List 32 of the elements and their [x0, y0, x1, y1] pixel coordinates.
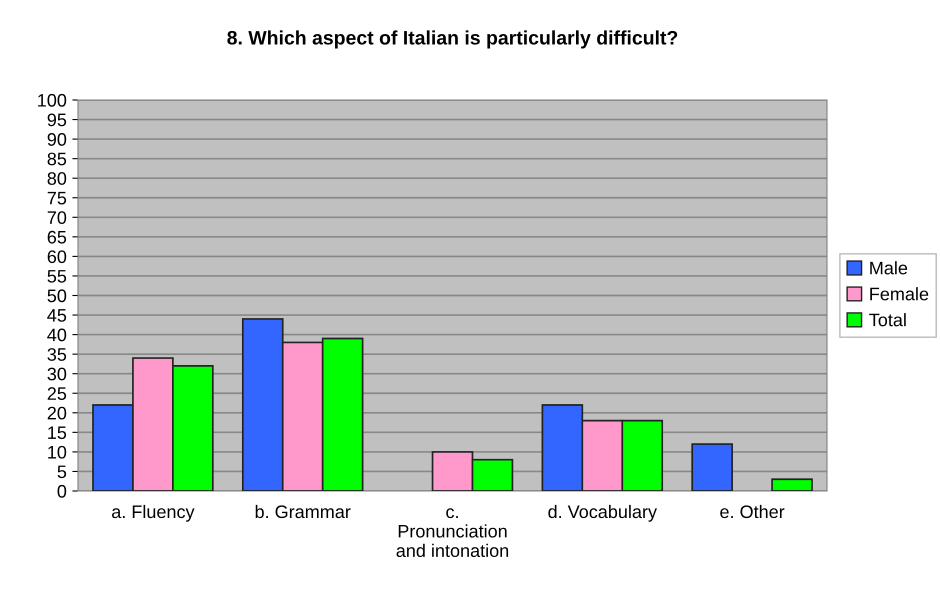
y-tick-label: 85 — [48, 152, 66, 166]
y-tick-label: 70 — [48, 211, 66, 224]
x-tick-label: b. Grammar — [256, 504, 351, 518]
y-tick-label: 75 — [48, 192, 66, 204]
y-tick-label: 80 — [48, 172, 66, 185]
y-tick-label: 20 — [48, 406, 66, 420]
legend-label: Female — [870, 287, 928, 300]
y-tick-label: 95 — [48, 113, 66, 126]
y-tick-label: 100 — [38, 94, 66, 107]
x-tick-label: a. Fluency — [112, 504, 195, 522]
y-tick-label: 40 — [47, 328, 66, 342]
x-tick-label: d. Vocabulary — [548, 504, 657, 522]
y-tick-label: 60 — [48, 250, 66, 264]
y-tick-label: 50 — [48, 289, 66, 302]
y-tick-label: 0 — [58, 484, 66, 498]
chart-title: 8. Which aspect of Italian is particularly difficult? — [227, 30, 678, 48]
legend-label: Total — [869, 313, 906, 326]
y-tick-label: 30 — [47, 368, 66, 380]
y-tick-label: 55 — [48, 270, 66, 283]
bar — [691, 443, 733, 491]
y-tick-label: 25 — [48, 387, 66, 400]
x-tick-label: e. Other — [720, 504, 784, 518]
y-tick-label: 65 — [48, 230, 66, 244]
legend-label: Male — [870, 261, 908, 274]
bar — [771, 478, 813, 491]
x-tick-label: c. Pronunciation and intonation — [396, 508, 508, 558]
y-tick-label: 90 — [48, 133, 66, 146]
y-tick-label: 35 — [47, 348, 66, 361]
y-tick-label: 45 — [47, 309, 66, 322]
y-tick-label: 10 — [48, 446, 66, 459]
y-tick-label: 5 — [58, 466, 66, 478]
y-tick-label: 15 — [48, 426, 66, 440]
